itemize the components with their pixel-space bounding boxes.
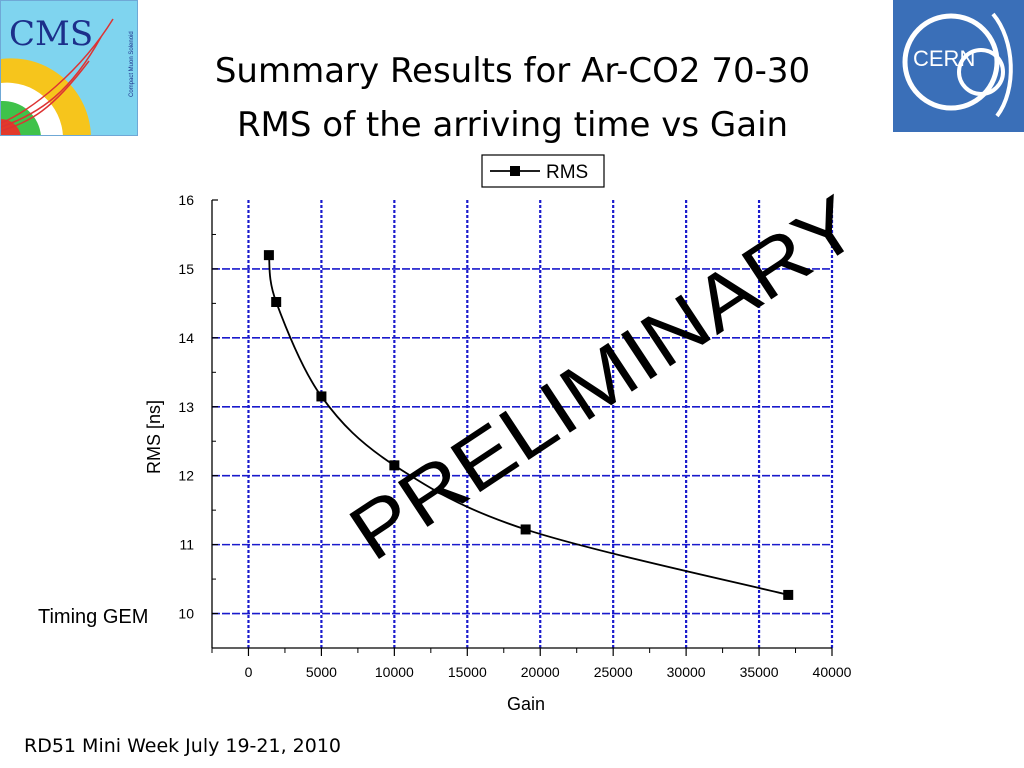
title-line-2: RMS of the arriving time vs Gain [236, 105, 789, 145]
y-tick-label: 10 [178, 606, 194, 622]
cms-logo-graphic: CMS Compact Muon Solenoid [1, 1, 137, 135]
data-point-marker [263, 250, 274, 261]
y-tick-label: 14 [178, 330, 194, 346]
y-axis-label: RMS [ns] [144, 400, 164, 474]
series-rms [263, 250, 794, 600]
x-tick-label: 40000 [813, 664, 852, 680]
data-point-marker [389, 460, 400, 471]
y-tick-label: 11 [179, 537, 194, 553]
preliminary-watermark: PRELIMINARY [334, 178, 875, 577]
cern-logo-text: CERN [913, 46, 975, 71]
x-tick-label: 30000 [667, 664, 706, 680]
cms-logo: CMS Compact Muon Solenoid [0, 0, 138, 136]
x-tick-label: 5000 [306, 664, 337, 680]
x-tick-label: 25000 [594, 664, 633, 680]
cms-logo-subtext: Compact Muon Solenoid [129, 31, 135, 97]
data-point-marker [520, 524, 531, 535]
axes: 10 11 12 13 14 15 16 0 5000 10000 15000 20000 25000 3… [178, 192, 851, 680]
x-tick-label: 0 [245, 664, 253, 680]
y-tick-label: 16 [178, 192, 194, 208]
x-tick-label: 10000 [375, 664, 414, 680]
cern-logo: CERN [893, 0, 1024, 132]
data-point-marker [316, 391, 327, 402]
x-axis-label: Gain [507, 694, 545, 714]
x-tick-label: 15000 [448, 664, 487, 680]
legend-marker-sample [510, 166, 520, 176]
cern-logo-graphic: CERN [902, 12, 1013, 118]
x-tick-label: 20000 [521, 664, 560, 680]
y-tick-label: 12 [178, 468, 194, 484]
legend: RMS [481, 154, 605, 188]
data-point-marker [783, 589, 794, 600]
cms-logo-text: CMS [9, 14, 93, 54]
data-point-marker [271, 297, 282, 308]
x-tick-label: 35000 [740, 664, 779, 680]
y-tick-label: 15 [178, 261, 194, 277]
footer-text: RD51 Mini Week July 19-21, 2010 [24, 735, 342, 757]
legend-label: RMS [546, 162, 588, 183]
y-tick-label: 13 [178, 399, 194, 415]
grid-lines [212, 200, 834, 648]
title-line-1: Summary Results for Ar-CO2 70-30 [214, 51, 811, 91]
timing-gem-label: Timing GEM [38, 606, 149, 628]
slide-title: Summary Results for Ar-CO2 70-30 RMS of … [140, 44, 885, 152]
